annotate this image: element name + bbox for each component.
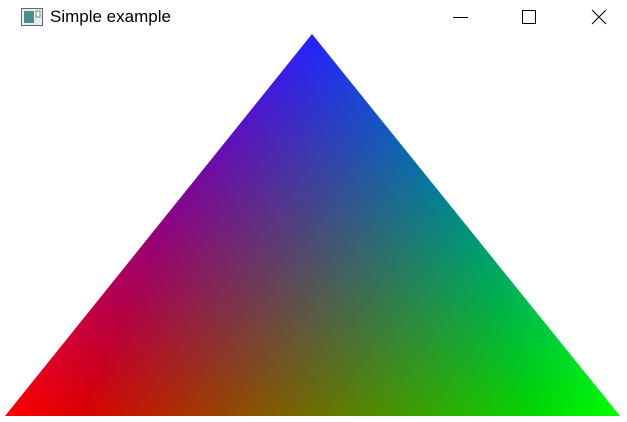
minimize-button[interactable]	[437, 0, 483, 34]
maximize-button[interactable]	[506, 0, 552, 34]
gradient-triangle	[5, 34, 620, 416]
render-canvas[interactable]	[0, 34, 627, 422]
window-app-icon	[21, 8, 43, 26]
close-icon	[591, 9, 607, 25]
maximize-icon	[522, 10, 536, 24]
window-title: Simple example	[50, 7, 171, 26]
close-button[interactable]	[576, 0, 622, 34]
title-bar[interactable]: Simple example	[0, 0, 627, 34]
minimize-icon	[453, 17, 468, 18]
